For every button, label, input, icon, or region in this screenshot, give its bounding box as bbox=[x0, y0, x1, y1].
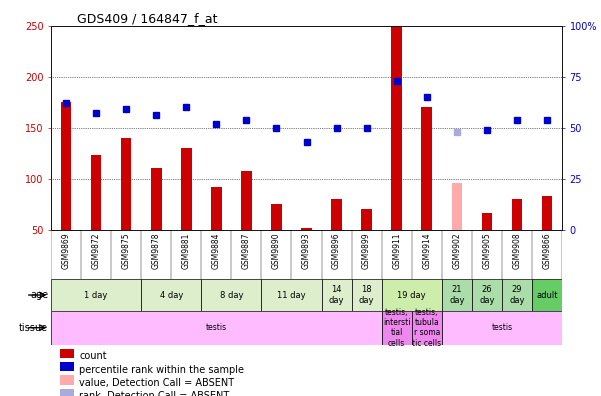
Text: 8 day: 8 day bbox=[219, 291, 243, 299]
Bar bbox=[382, 279, 442, 311]
Text: count: count bbox=[79, 351, 107, 361]
Text: 19 day: 19 day bbox=[397, 291, 426, 299]
Bar bbox=[481, 213, 492, 230]
Text: 26
day: 26 day bbox=[479, 286, 495, 305]
Text: GSM9899: GSM9899 bbox=[362, 232, 371, 269]
Bar bbox=[442, 279, 472, 311]
Text: GSM9887: GSM9887 bbox=[242, 232, 251, 268]
Text: 29
day: 29 day bbox=[509, 286, 525, 305]
Bar bbox=[61, 389, 74, 396]
Text: GSM9872: GSM9872 bbox=[92, 232, 100, 268]
Text: GSM9884: GSM9884 bbox=[212, 232, 221, 268]
Bar bbox=[241, 171, 252, 230]
Text: 4 day: 4 day bbox=[160, 291, 183, 299]
Bar bbox=[451, 183, 462, 230]
Text: GSM9893: GSM9893 bbox=[302, 232, 311, 269]
Bar bbox=[382, 311, 412, 345]
Bar bbox=[61, 375, 74, 385]
Bar bbox=[502, 279, 532, 311]
Text: 11 day: 11 day bbox=[277, 291, 306, 299]
Bar bbox=[181, 148, 192, 230]
Text: GSM9908: GSM9908 bbox=[513, 232, 521, 269]
Text: GSM9890: GSM9890 bbox=[272, 232, 281, 269]
Bar bbox=[542, 196, 552, 230]
Bar bbox=[412, 311, 442, 345]
Text: age: age bbox=[30, 290, 48, 300]
Bar bbox=[472, 279, 502, 311]
Bar bbox=[121, 138, 132, 230]
Text: rank, Detection Call = ABSENT: rank, Detection Call = ABSENT bbox=[79, 391, 230, 396]
Bar bbox=[532, 279, 562, 311]
Text: 18
day: 18 day bbox=[359, 286, 374, 305]
Text: GDS409 / 164847_f_at: GDS409 / 164847_f_at bbox=[77, 11, 217, 25]
Text: 1 day: 1 day bbox=[85, 291, 108, 299]
Bar bbox=[51, 279, 141, 311]
Text: GSM9902: GSM9902 bbox=[453, 232, 461, 269]
Bar bbox=[511, 199, 522, 230]
Text: adult: adult bbox=[536, 291, 558, 299]
Text: testis: testis bbox=[491, 323, 513, 332]
Bar bbox=[352, 279, 382, 311]
Text: GSM9866: GSM9866 bbox=[543, 232, 551, 269]
Bar bbox=[51, 311, 382, 345]
Text: GSM9878: GSM9878 bbox=[152, 232, 160, 268]
Bar bbox=[151, 168, 162, 230]
Bar bbox=[61, 348, 74, 358]
Text: 14
day: 14 day bbox=[329, 286, 344, 305]
Bar bbox=[361, 209, 372, 230]
Text: GSM9914: GSM9914 bbox=[423, 232, 431, 269]
Bar bbox=[211, 187, 222, 230]
Text: percentile rank within the sample: percentile rank within the sample bbox=[79, 365, 244, 375]
Bar bbox=[301, 228, 312, 230]
Text: GSM9869: GSM9869 bbox=[62, 232, 70, 269]
Bar bbox=[91, 155, 102, 230]
Text: 21
day: 21 day bbox=[449, 286, 465, 305]
Text: GSM9905: GSM9905 bbox=[483, 232, 491, 269]
Text: testis,
tubula
r soma
tic cells: testis, tubula r soma tic cells bbox=[412, 308, 441, 348]
Bar bbox=[261, 279, 322, 311]
Text: GSM9911: GSM9911 bbox=[392, 232, 401, 268]
Text: value, Detection Call = ABSENT: value, Detection Call = ABSENT bbox=[79, 378, 234, 388]
Bar bbox=[421, 107, 432, 230]
Text: GSM9875: GSM9875 bbox=[122, 232, 130, 269]
Text: testis,
intersti
tial
cells: testis, intersti tial cells bbox=[383, 308, 410, 348]
Bar bbox=[271, 204, 282, 230]
Bar bbox=[61, 102, 72, 230]
Bar bbox=[61, 362, 74, 371]
Bar bbox=[322, 279, 352, 311]
Text: GSM9881: GSM9881 bbox=[182, 232, 191, 268]
Bar bbox=[442, 311, 562, 345]
Bar bbox=[331, 199, 342, 230]
Text: tissue: tissue bbox=[19, 323, 48, 333]
Text: GSM9896: GSM9896 bbox=[332, 232, 341, 269]
Bar bbox=[201, 279, 261, 311]
Text: testis: testis bbox=[206, 323, 227, 332]
Bar bbox=[391, 26, 402, 230]
Bar bbox=[141, 279, 201, 311]
